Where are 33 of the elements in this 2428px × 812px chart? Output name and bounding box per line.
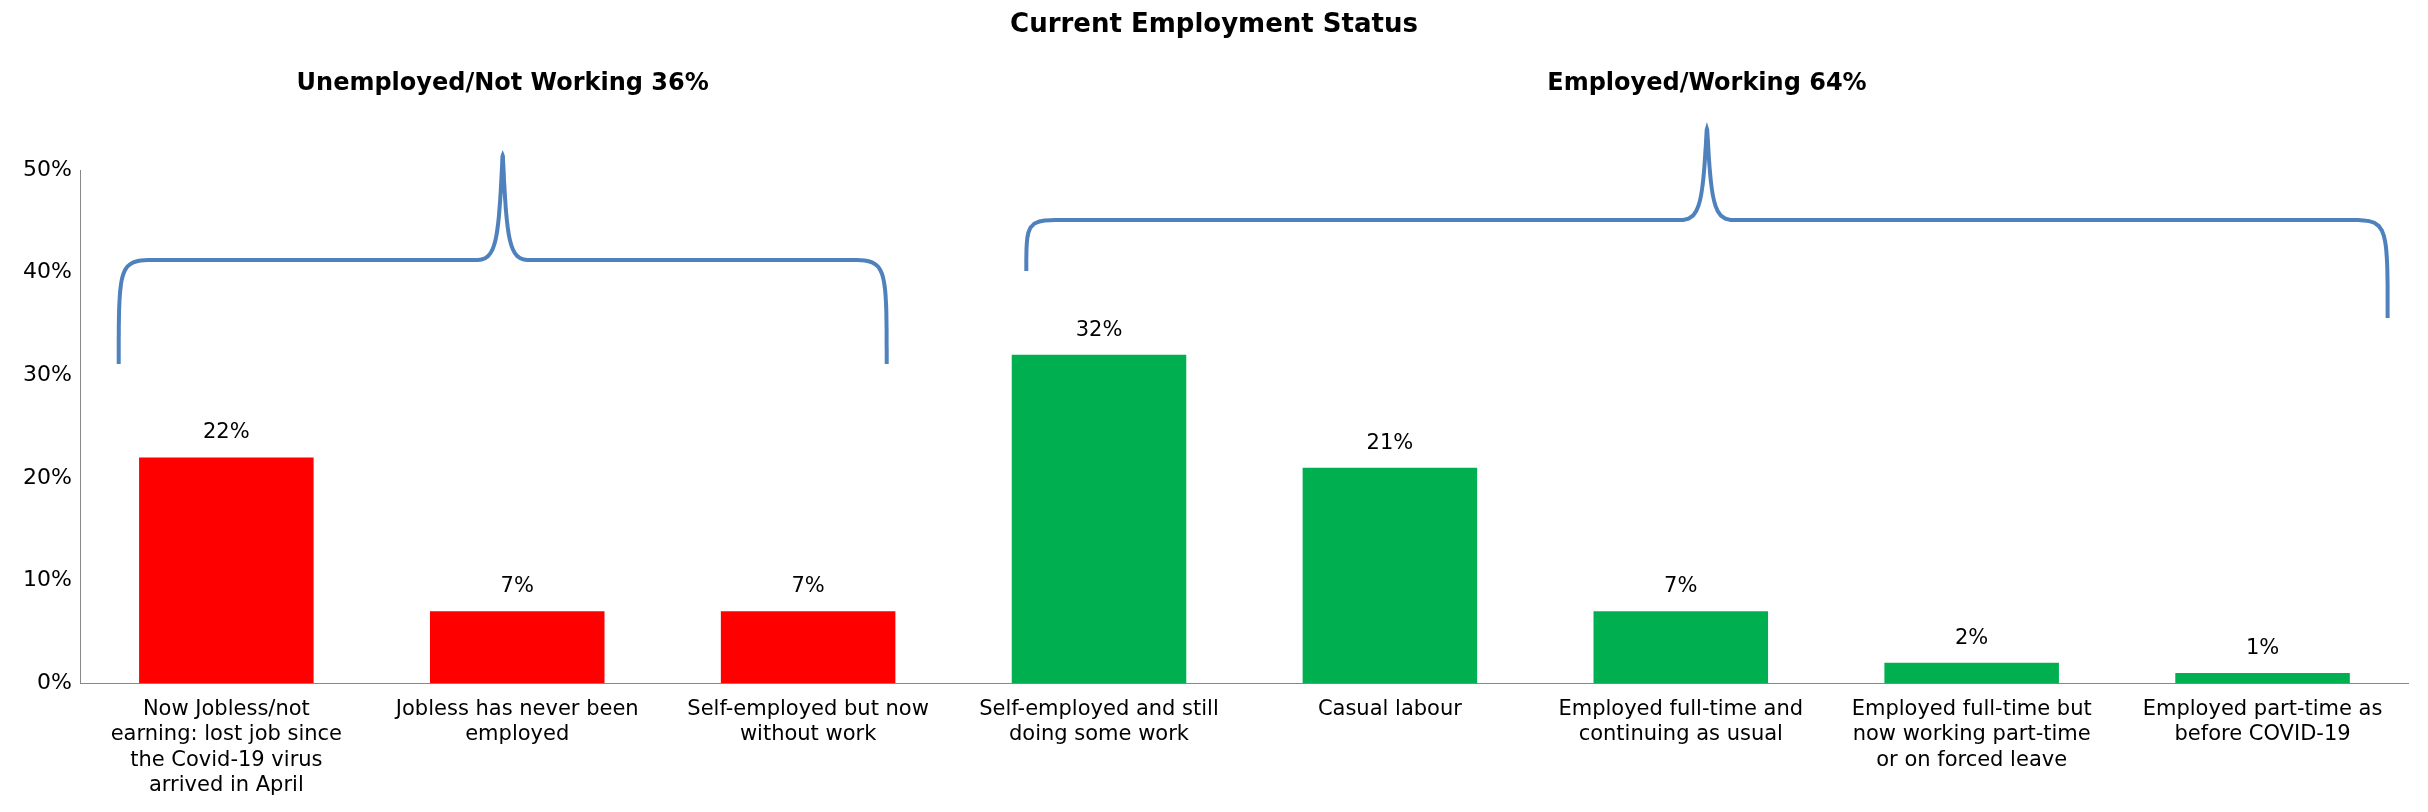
bar <box>139 457 314 684</box>
data-label: 32% <box>1075 316 1123 341</box>
bar <box>1011 354 1187 684</box>
data-label: 1% <box>2245 634 2280 659</box>
y-tick-label: 0% <box>36 668 72 694</box>
y-tick-label: 50% <box>22 155 72 181</box>
x-tick-label: Employed full-time but now working part-time or on forced leave <box>1851 696 2092 771</box>
bar <box>1884 662 2059 684</box>
x-tick-label: Jobless has never been employed <box>393 696 639 746</box>
y-tick-label: 30% <box>22 361 72 386</box>
x-tick-label: Self-employed but now without work <box>687 696 929 746</box>
bar <box>429 611 605 684</box>
x-tick-label: Employed part-time as before COVID-19 <box>2142 696 2383 746</box>
data-label: 7% <box>1664 573 1698 598</box>
x-tick-label: Employed full-time and continuing as usual <box>1558 696 1804 746</box>
x-tick-label: Now Jobless/not earning: lost job since the Covid-19 virus arrived in April <box>110 696 343 796</box>
y-tick-label: 20% <box>22 463 72 489</box>
data-label: 7% <box>500 573 534 598</box>
bar <box>720 611 896 684</box>
bar <box>1593 611 1769 684</box>
y-tick-label: 10% <box>22 566 72 592</box>
chart-title: Current Employment Status <box>1010 8 1418 38</box>
data-label: 2% <box>1955 624 1989 649</box>
text: Unemployed/Not Working 36% <box>296 68 709 96</box>
x-tick-label: Casual labour <box>1317 696 1463 721</box>
text: Employed/Working 64% <box>1547 68 1867 96</box>
x-tick-label: Self-employed and still doing some work <box>979 696 1219 746</box>
data-label: 22% <box>203 419 250 444</box>
data-label: 7% <box>791 573 825 598</box>
bar <box>2175 672 2350 684</box>
y-tick-label: 40% <box>22 258 72 284</box>
bar <box>1302 467 1478 684</box>
data-label: 21% <box>1366 429 1414 454</box>
